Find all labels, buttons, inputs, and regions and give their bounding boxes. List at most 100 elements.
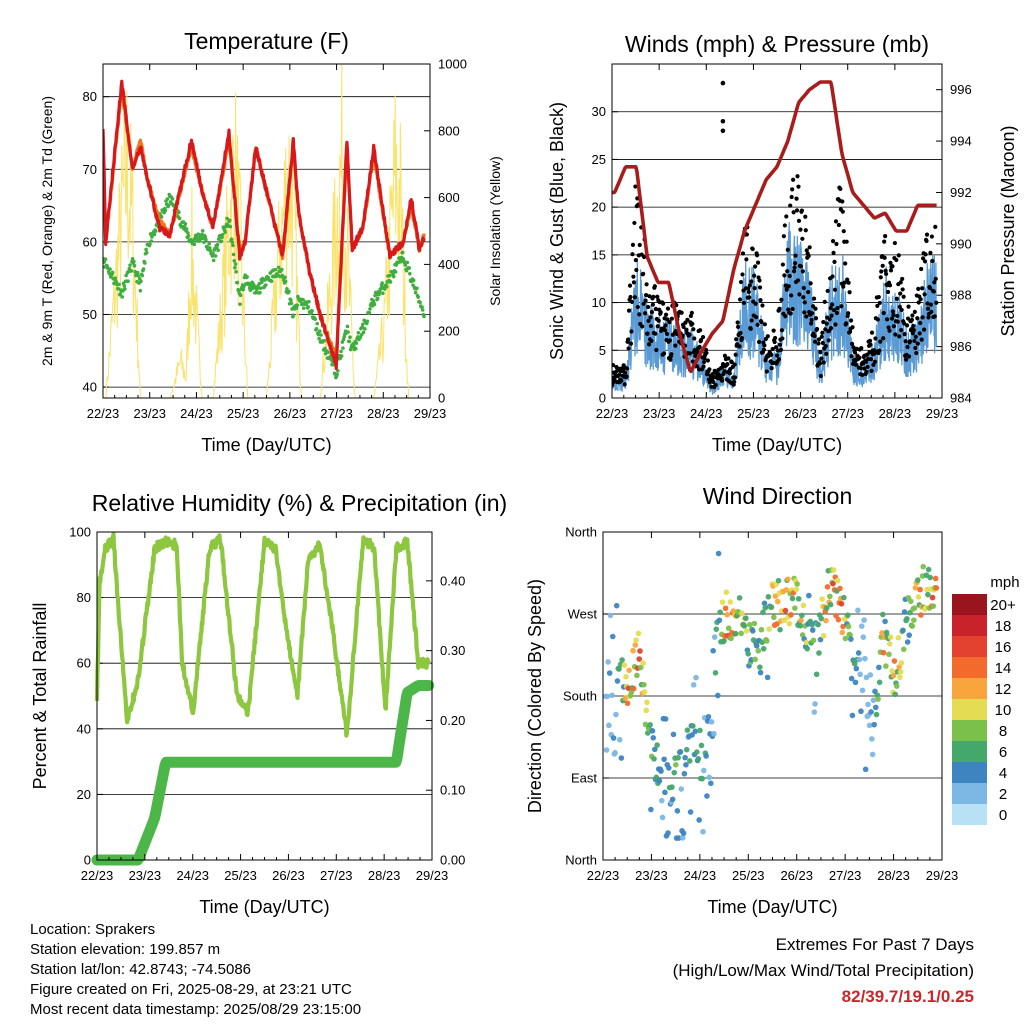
wind-y-axis-label: Sonic Wind & Gust (Blue, Black) [547, 102, 567, 360]
gust-point [756, 339, 762, 345]
gust-point [649, 338, 654, 344]
gust-point [753, 301, 758, 306]
direction-point [750, 628, 756, 634]
direction-point [724, 611, 730, 618]
direction-point [876, 664, 882, 671]
gust-point [919, 266, 924, 272]
direction-point [616, 666, 622, 672]
dewpoint-point [346, 330, 350, 334]
dewpoint-point [283, 275, 287, 280]
direction-point [757, 664, 763, 670]
gust-point [821, 360, 826, 365]
colorbar-label: 6 [999, 744, 1007, 761]
direction-point [708, 780, 714, 787]
gust-point [889, 316, 895, 321]
dewpoint-point [238, 302, 242, 306]
gust-point [816, 341, 821, 346]
direction-point [659, 814, 666, 821]
gust-point [877, 300, 882, 306]
dewpoint-point [345, 324, 350, 329]
colorbar-swatch [952, 699, 987, 720]
direction-point [606, 670, 613, 676]
direction-point [781, 617, 788, 623]
gust-point [722, 353, 728, 358]
rh-y-tick-label: 100 [69, 525, 91, 540]
gust-point [701, 359, 707, 365]
precip-y2-tick-label: 0.30 [440, 643, 465, 658]
direction-point [768, 604, 775, 610]
gust-point [764, 369, 769, 374]
dewpoint-point [317, 336, 321, 341]
gust-point [832, 287, 838, 292]
temperature-y-tick-label: 60 [83, 234, 97, 249]
gust-point [922, 292, 927, 297]
gust-point [795, 278, 801, 283]
direction-point [637, 648, 643, 654]
direction-point [892, 691, 899, 698]
gust-point [705, 358, 711, 363]
direction-point [852, 679, 859, 686]
gust-point [661, 351, 667, 356]
dewpoint-point [367, 310, 372, 315]
direction-point [911, 605, 918, 611]
gust-point [843, 261, 848, 266]
gust-point [789, 293, 794, 298]
dewpoint-point [132, 263, 137, 268]
direction-point [632, 642, 639, 648]
gust-point [734, 337, 739, 342]
colorbar-label: 2 [999, 786, 1007, 803]
gust-point [752, 286, 757, 291]
gust-point [906, 304, 911, 309]
dewpoint-point [238, 293, 243, 298]
gust-point [901, 294, 906, 299]
direction-point [799, 612, 805, 619]
gust-point [818, 373, 823, 379]
gust-point [758, 297, 763, 303]
gust-point [903, 339, 908, 344]
direction-point [803, 639, 810, 646]
gust-point [846, 311, 851, 316]
colorbar-label: 0 [999, 807, 1007, 824]
direction-point [848, 675, 855, 682]
direction-point [693, 674, 699, 681]
direction-point [927, 574, 934, 581]
gust-point [867, 338, 873, 343]
temperature-title: Temperature (F) [184, 28, 349, 54]
wind-x-tick-label: 23/23 [643, 406, 676, 421]
gust-point [899, 307, 904, 313]
direction-point [838, 600, 845, 607]
direction-point [876, 679, 883, 686]
direction-point [694, 749, 700, 755]
gust-point [685, 317, 690, 322]
gust-point [803, 214, 808, 219]
direction-point [867, 672, 874, 678]
direction-point [674, 808, 681, 814]
pressure-y2-tick-label: 994 [950, 134, 972, 149]
direction-point [830, 567, 837, 573]
gust-point [740, 251, 746, 256]
pressure-y2-tick-label: 988 [950, 288, 972, 303]
gust-point [770, 346, 775, 352]
gust-point [653, 331, 658, 336]
gust-point [631, 280, 637, 285]
gust-point [850, 325, 855, 330]
dewpoint-point [229, 237, 234, 241]
colorbar-swatch [952, 783, 987, 804]
solar-y2-axis-label: Solar Insolation (Yellow) [487, 156, 503, 306]
gust-point [906, 354, 912, 359]
gust-point [821, 319, 826, 325]
direction-point [687, 809, 694, 815]
gust-point [830, 239, 836, 244]
gust-point [738, 330, 743, 336]
gust-point [698, 328, 703, 333]
gust-point [732, 379, 737, 384]
direction-point [753, 642, 760, 649]
direction-point [727, 599, 734, 605]
gust-point [684, 327, 689, 332]
gust-point [746, 289, 751, 295]
direction-point [656, 778, 663, 784]
figure-created: Figure created on Fri, 2025-08-29, at 23… [30, 981, 352, 998]
direction-point [920, 563, 927, 570]
direction-point [883, 663, 889, 669]
gust-point [786, 284, 791, 289]
